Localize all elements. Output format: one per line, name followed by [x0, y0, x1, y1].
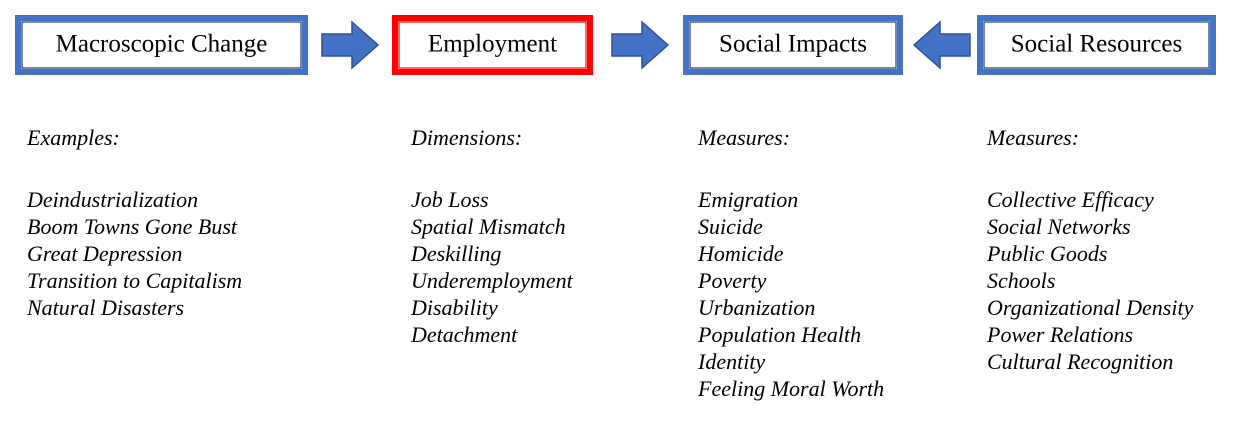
column-item: Disability — [410, 295, 498, 320]
column-item: Detachment — [410, 322, 518, 347]
column-item: Urbanization — [698, 295, 815, 320]
box-label: Macroscopic Change — [56, 31, 268, 58]
column-item: Job Loss — [411, 187, 489, 212]
column-heading: Measures: — [986, 125, 1079, 150]
column-item: Great Depression — [27, 241, 182, 266]
box-inner — [398, 21, 587, 69]
column-item: Social Networks — [987, 214, 1131, 239]
column-item: Boom Towns Gone Bust — [27, 214, 238, 239]
box-label: Employment — [428, 31, 557, 58]
column-item: Schools — [987, 268, 1055, 293]
column-item: Power Relations — [986, 322, 1133, 347]
column-item: Feeling Moral Worth — [697, 376, 884, 401]
arrow-right — [321, 20, 380, 70]
column-item: Poverty — [697, 268, 767, 293]
box-frame — [977, 15, 1216, 75]
box-label: Social Impacts — [719, 31, 867, 58]
column-item: Public Goods — [986, 241, 1107, 266]
box-inner — [689, 21, 897, 69]
column-item: Organizational Density — [987, 295, 1194, 320]
column-heading: Dimensions: — [410, 125, 522, 150]
column-heading: Examples: — [26, 125, 120, 150]
arrow-left — [912, 20, 971, 70]
column-item: Population Health — [697, 322, 861, 347]
box-frame — [392, 15, 593, 75]
box-frame — [15, 15, 308, 75]
column-item: Deskilling — [410, 241, 501, 266]
column-item: Spatial Mismatch — [411, 214, 566, 239]
column-item: Cultural Recognition — [987, 349, 1173, 374]
column-item: Homicide — [697, 241, 784, 266]
column-item: Underemployment — [411, 268, 574, 293]
column-item: Suicide — [698, 214, 763, 239]
box-frame — [683, 15, 903, 75]
box-inner — [983, 21, 1210, 69]
box-label: Social Resources — [1011, 31, 1182, 58]
column-item: Deindustrialization — [26, 187, 198, 212]
column-item: Transition to Capitalism — [27, 268, 242, 293]
column-heading: Measures: — [697, 125, 790, 150]
column-item: Identity — [697, 349, 765, 374]
column-item: Natural Disasters — [26, 295, 184, 320]
box-inner — [21, 21, 302, 69]
arrow-right — [611, 20, 670, 70]
column-item: Collective Efficacy — [987, 187, 1154, 212]
column-item: Emigration — [697, 187, 798, 212]
